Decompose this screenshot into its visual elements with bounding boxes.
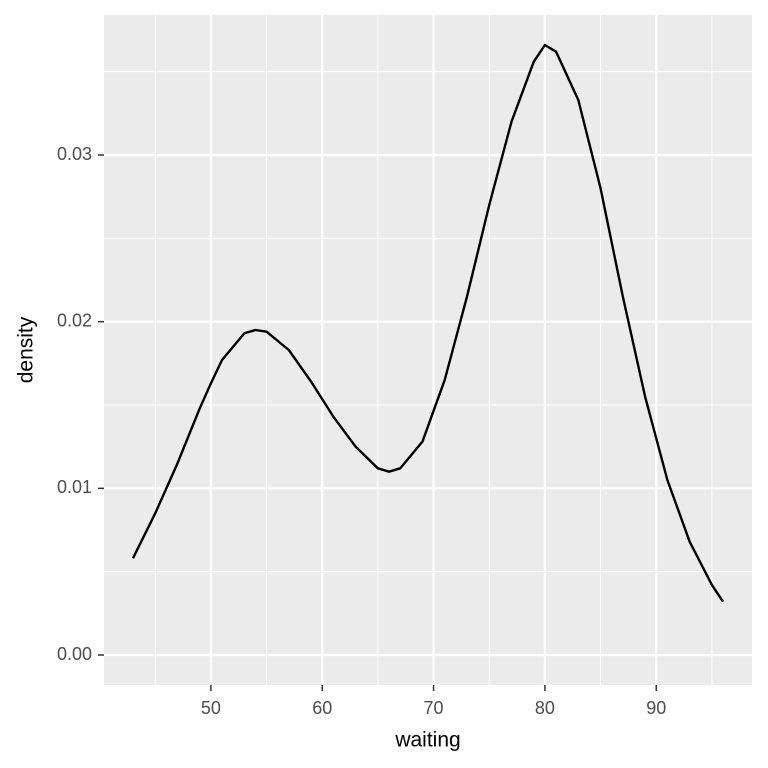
x-tick-label: 70 — [424, 698, 444, 718]
x-tick-label: 50 — [201, 698, 221, 718]
y-tick-label: 0.01 — [57, 477, 92, 497]
y-axis-label: density — [15, 316, 38, 383]
y-tick-label: 0.03 — [57, 144, 92, 164]
y-tick-label: 0.02 — [57, 310, 92, 330]
x-tick-label: 80 — [535, 698, 555, 718]
y-tick-label: 0.00 — [57, 644, 92, 664]
panel — [104, 15, 752, 685]
density-line — [131, 43, 725, 603]
x-tick-label: 60 — [312, 698, 332, 718]
x-axis-label: waiting — [394, 729, 460, 752]
x-tick-label: 90 — [646, 698, 666, 718]
